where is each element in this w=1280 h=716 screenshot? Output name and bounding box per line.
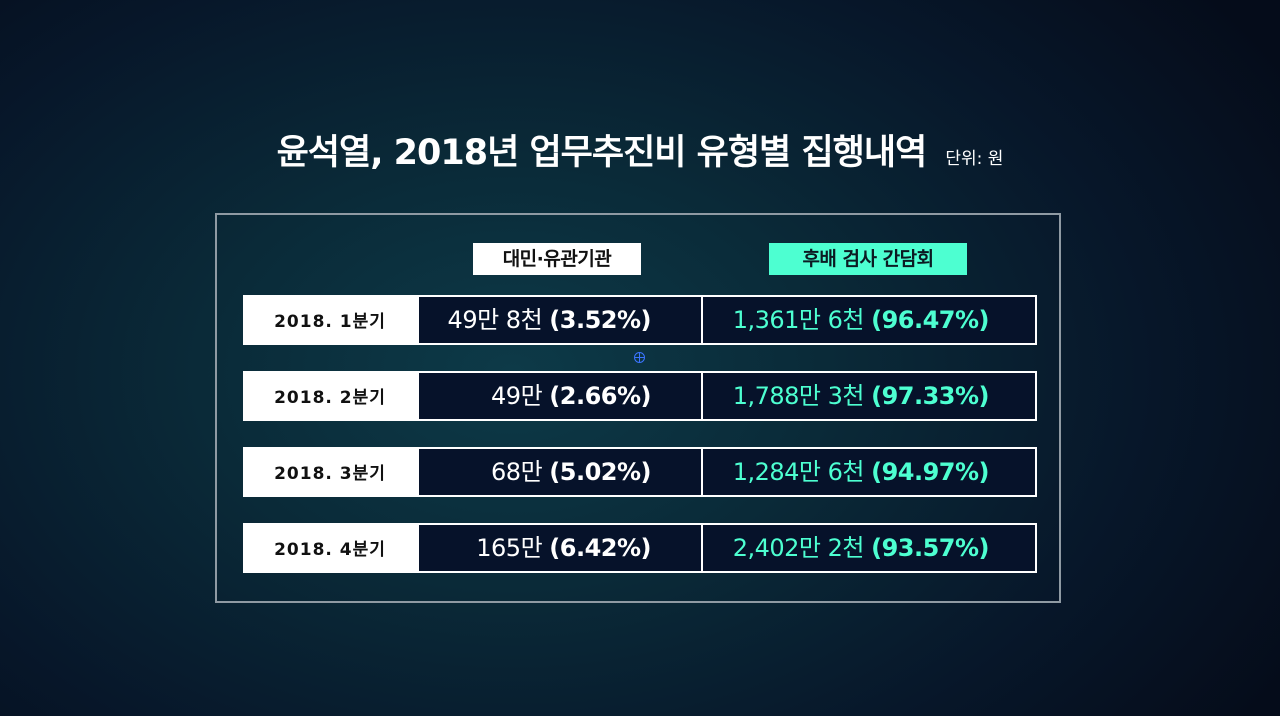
row-label-q4: 2018. 4분기 [243,523,417,573]
amount-civic-q4: 165만 [476,534,543,562]
unit-label: 단위: 원 [945,149,1004,169]
pct-civic-q4: (6.42%) [549,534,651,562]
table-row-q2: 2018. 2분기 49만 (2.66%) 1,788만 3천 (97.33%) [243,371,1037,421]
pct-junior-q2: (97.33%) [871,382,989,410]
pct-junior-q3: (94.97%) [871,458,989,486]
row-label-q2: 2018. 2분기 [243,371,417,421]
amount-civic-q2: 49만 [491,382,543,410]
cell-junior-q2: 1,788만 3천 (97.33%) [701,371,1037,421]
table-row-q3: 2018. 3분기 68만 (5.02%) 1,284만 6천 (94.97%) [243,447,1037,497]
amount-civic-q3: 68만 [491,458,543,486]
table-row-q4: 2018. 4분기 165만 (6.42%) 2,402만 2천 (93.57%… [243,523,1037,573]
row-label-q3: 2018. 3분기 [243,447,417,497]
table-row-q1: 2018. 1분기 49만 8천 (3.52%) 1,361만 6천 (96.4… [243,295,1037,345]
cell-junior-q4: 2,402만 2천 (93.57%) [701,523,1037,573]
row-label-q1: 2018. 1분기 [243,295,417,345]
cell-civic-q4: 165만 (6.42%) [417,523,703,573]
pct-civic-q3: (5.02%) [549,458,651,486]
title-row: 윤석열, 2018년 업무추진비 유형별 집행내역 단위: 원 [0,124,1280,175]
pct-civic-q1: (3.52%) [549,306,651,334]
pct-junior-q4: (93.57%) [871,534,989,562]
pct-civic-q2: (2.66%) [549,382,651,410]
cell-civic-q3: 68만 (5.02%) [417,447,703,497]
amount-junior-q3: 1,284만 6천 [732,458,865,486]
amount-civic-q1: 49만 8천 [447,306,543,334]
cell-junior-q1: 1,361만 6천 (96.47%) [701,295,1037,345]
amount-junior-q2: 1,788만 3천 [732,382,865,410]
amount-junior-q4: 2,402만 2천 [732,534,865,562]
pct-junior-q1: (96.47%) [871,306,989,334]
amount-junior-q1: 1,361만 6천 [732,306,865,334]
cell-civic-q1: 49만 8천 (3.52%) [417,295,703,345]
crosshair-icon [634,352,645,363]
column-header-civic: 대민·유관기관 [473,243,641,275]
chart-title: 윤석열, 2018년 업무추진비 유형별 집행내역 [276,133,928,173]
cell-junior-q3: 1,284만 6천 (94.97%) [701,447,1037,497]
column-header-junior-prosecutors: 후배 검사 간담회 [769,243,967,275]
cell-civic-q2: 49만 (2.66%) [417,371,703,421]
table-frame [215,213,1061,603]
